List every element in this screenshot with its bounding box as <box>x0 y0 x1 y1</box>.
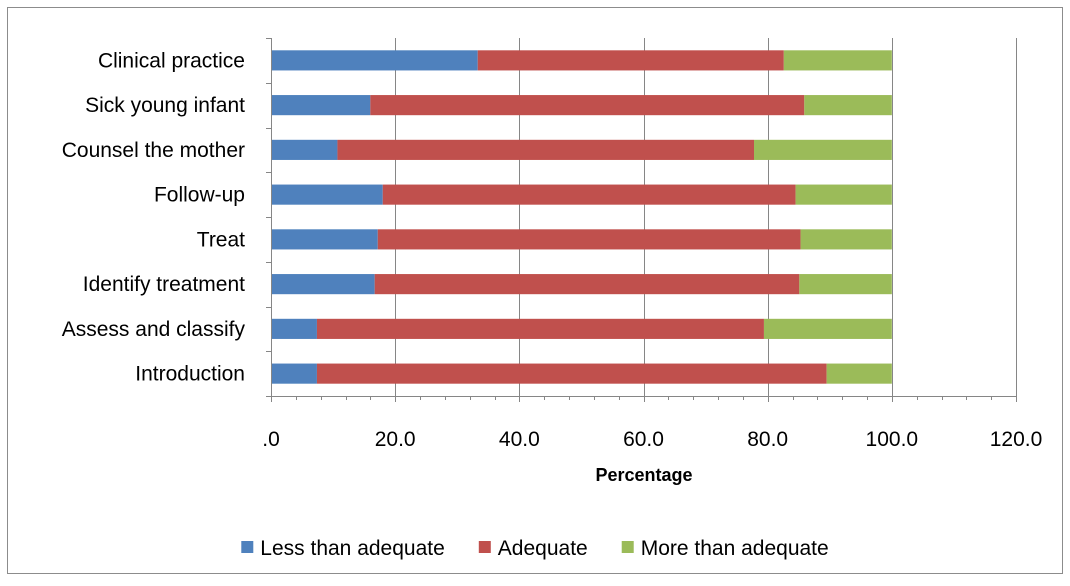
bar-identify-treatment-less-than-adequate <box>271 274 375 295</box>
legend-item-less-than-adequate: Less than adequate <box>241 537 445 560</box>
legend-item-more-than-adequate: More than adequate <box>621 537 829 560</box>
bar-follow-up-more-than-adequate <box>795 184 892 205</box>
bar-treat-more-than-adequate <box>800 229 892 250</box>
bar-introduction-adequate <box>316 363 827 384</box>
bar-assess-and-classify-less-than-adequate <box>271 318 317 339</box>
category-label-identify-treatment: Identify treatment <box>83 273 245 296</box>
bar-counsel-the-mother-less-than-adequate <box>271 139 338 160</box>
category-label-assess-and-classify: Assess and classify <box>62 318 246 341</box>
category-label-clinical-practice: Clinical practice <box>98 49 245 72</box>
bar-identify-treatment-more-than-adequate <box>799 274 892 295</box>
category-label-counsel-the-mother: Counsel the mother <box>62 139 245 162</box>
tick-labels: .0 20.0 40.0 60.0 80.0 100.0 120.0 <box>262 428 1042 451</box>
legend-swatch-more-than-adequate <box>621 541 634 553</box>
x-tick-label-4: 80.0 <box>747 428 788 451</box>
legend-item-adequate: Adequate <box>478 537 588 560</box>
legend-swatch-adequate <box>478 541 491 553</box>
bar-identify-treatment-adequate <box>374 274 800 295</box>
legend-swatch-less-than-adequate <box>241 541 254 553</box>
bar-sick-young-infant-less-than-adequate <box>271 95 371 116</box>
bar-treat-less-than-adequate <box>271 229 378 250</box>
legend-label-less-than-adequate: Less than adequate <box>260 537 445 560</box>
bar-assess-and-classify-more-than-adequate <box>763 318 892 339</box>
bar-follow-up-less-than-adequate <box>271 184 383 205</box>
x-axis-title: Percentage <box>595 465 692 485</box>
legend: Less than adequate Adequate More than adeq… <box>241 537 829 560</box>
legend-label-more-than-adequate: More than adequate <box>641 537 829 560</box>
category-label-follow-up: Follow-up <box>154 184 245 207</box>
bar-introduction-more-than-adequate <box>826 363 892 384</box>
x-tick-label-2: 40.0 <box>499 428 540 451</box>
bar-sick-young-infant-adequate <box>370 95 805 116</box>
x-tick-label-0: .0 <box>262 428 280 451</box>
bar-follow-up-adequate <box>382 184 796 205</box>
x-tick-label-1: 20.0 <box>375 428 416 451</box>
category-label-treat: Treat <box>197 228 245 251</box>
category-labels: Clinical practice Sick young infant Counse… <box>62 49 246 385</box>
bar-introduction-less-than-adequate <box>271 363 317 384</box>
x-tick-label-6: 120.0 <box>990 428 1043 451</box>
bar-clinical-practice-more-than-adequate <box>783 50 892 71</box>
category-label-introduction: Introduction <box>135 363 245 386</box>
bars <box>271 50 892 384</box>
x-tick-label-5: 100.0 <box>866 428 919 451</box>
category-label-sick-young-infant: Sick young infant <box>85 94 245 117</box>
legend-label-adequate: Adequate <box>498 537 588 560</box>
bar-clinical-practice-adequate <box>477 50 784 71</box>
bar-assess-and-classify-adequate <box>316 318 764 339</box>
bar-clinical-practice-less-than-adequate <box>271 50 478 71</box>
bar-counsel-the-mother-adequate <box>337 139 755 160</box>
axes <box>266 38 1017 402</box>
x-tick-label-3: 60.0 <box>623 428 664 451</box>
bar-sick-young-infant-more-than-adequate <box>804 95 892 116</box>
bar-treat-adequate <box>377 229 801 250</box>
bar-counsel-the-mother-more-than-adequate <box>754 139 892 160</box>
